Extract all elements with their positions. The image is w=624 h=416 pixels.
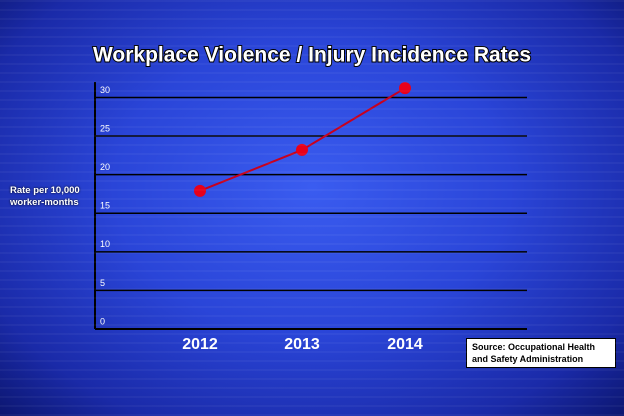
source-note: Source: Occupational Health and Safety A… bbox=[466, 338, 616, 368]
y-tick-label: 15 bbox=[100, 201, 110, 211]
x-tick-label: 2014 bbox=[387, 336, 423, 353]
data-line bbox=[199, 87, 406, 192]
x-tick-label: 2012 bbox=[182, 336, 218, 353]
y-tick-label: 30 bbox=[100, 85, 110, 95]
x-tick-label: 2013 bbox=[284, 336, 320, 353]
y-tick-label: 20 bbox=[100, 162, 110, 172]
y-tick-label: 10 bbox=[100, 239, 110, 249]
y-axis-label: Rate per 10,000 worker-months bbox=[10, 185, 80, 208]
chart-title: Workplace Violence / Injury Incidence Ra… bbox=[93, 44, 531, 67]
y-tick-label: 5 bbox=[100, 278, 105, 288]
y-tick-label: 0 bbox=[100, 316, 105, 326]
data-point bbox=[194, 184, 206, 197]
y-tick-label: 25 bbox=[100, 123, 110, 133]
data-point bbox=[399, 82, 411, 95]
data-point bbox=[296, 143, 308, 156]
